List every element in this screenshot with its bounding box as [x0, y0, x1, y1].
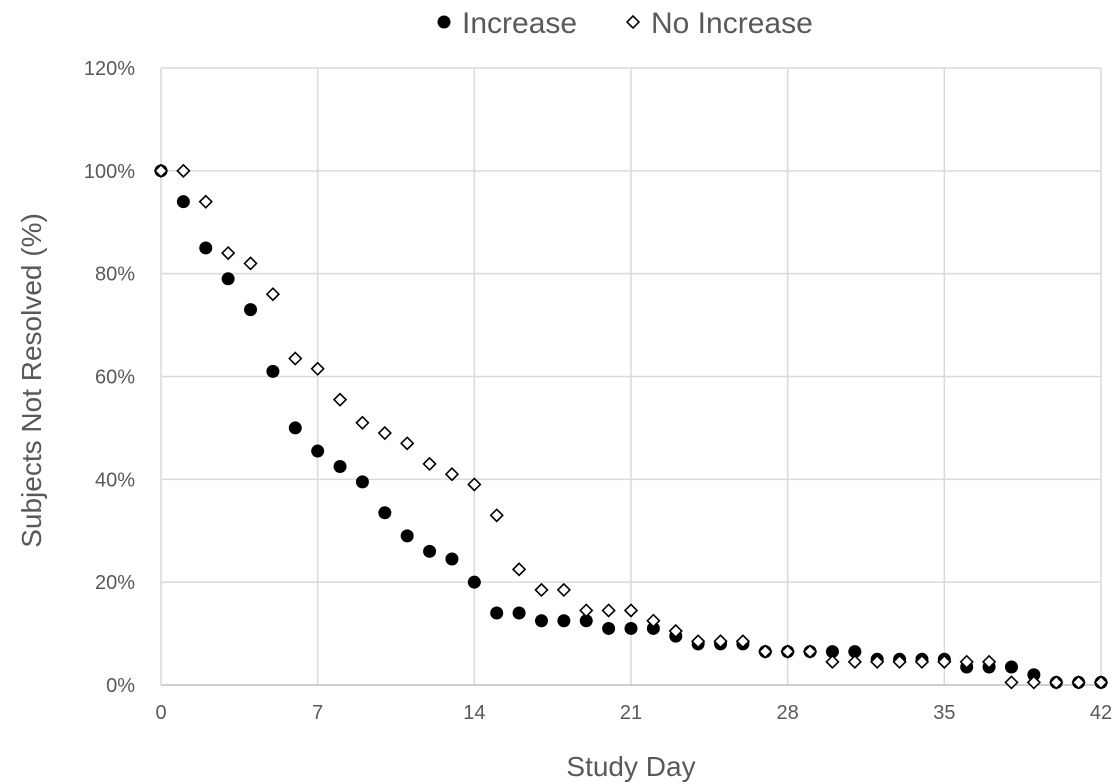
increase-point	[624, 621, 638, 635]
no-increase-point	[1071, 675, 1086, 690]
no-increase-point	[691, 634, 706, 649]
increase-point	[490, 606, 504, 620]
increase-point	[848, 645, 862, 659]
no-increase-point	[1004, 675, 1019, 690]
increase-point	[579, 614, 593, 628]
no-increase-point	[981, 654, 997, 669]
no-increase-point	[534, 582, 549, 598]
increase-point	[266, 364, 280, 378]
no-increase-point	[802, 644, 818, 659]
no-increase-point	[310, 361, 325, 376]
increase-point	[825, 645, 839, 659]
increase-point	[467, 575, 481, 589]
increase-point	[512, 606, 526, 620]
data-series	[153, 163, 1109, 690]
increase-point	[445, 552, 459, 566]
increase-point	[199, 241, 213, 255]
x-tick-label: 35	[933, 702, 955, 724]
no-increase-point	[153, 163, 169, 178]
no-increase-point	[914, 654, 930, 669]
no-increase-point	[668, 623, 683, 639]
no-increase-point	[1093, 675, 1109, 690]
no-increase-point	[780, 644, 795, 659]
no-increase-point	[758, 644, 773, 659]
x-tick-label: 7	[312, 702, 323, 724]
no-increase-point	[489, 508, 504, 523]
increase-point	[333, 459, 347, 473]
no-increase-point	[735, 634, 751, 649]
no-increase-point	[221, 245, 236, 261]
no-increase-point	[937, 654, 952, 669]
y-tick-label: 120%	[84, 58, 135, 80]
y-tick-label: 20%	[95, 572, 135, 594]
increase-point	[602, 621, 616, 635]
no-increase-point	[713, 634, 728, 649]
increase-point	[557, 614, 571, 628]
no-increase-point	[825, 654, 840, 669]
no-increase-point	[198, 194, 213, 209]
no-increase-point	[959, 654, 974, 669]
no-increase-point	[623, 603, 639, 618]
x-tick-label: 21	[620, 702, 642, 724]
x-tick-label: 0	[155, 702, 166, 724]
increase-point	[1004, 660, 1018, 674]
no-increase-point	[444, 467, 460, 482]
no-increase-point	[265, 287, 281, 302]
legend-marker-increase	[437, 15, 451, 29]
increase-point	[646, 621, 660, 635]
increase-point	[1027, 668, 1041, 682]
x-tick-label: 28	[777, 702, 799, 724]
no-increase-point	[400, 436, 415, 451]
increase-point	[400, 529, 414, 543]
no-increase-point	[355, 415, 370, 430]
increase-point	[288, 421, 302, 435]
legend-label-no-increase: No Increase	[651, 7, 813, 40]
no-increase-point	[1049, 675, 1064, 690]
no-increase-point	[847, 654, 862, 669]
no-increase-point	[511, 562, 527, 577]
increase-point	[244, 303, 258, 317]
no-increase-point	[601, 603, 616, 618]
no-increase-point	[556, 582, 571, 598]
no-increase-point	[892, 654, 907, 669]
tick-labels: 0% 20% 40% 60% 80% 100% 120% 0 7 14 21 28 35 42	[84, 58, 1112, 724]
x-axis-title: Study Day	[566, 751, 695, 782]
increase-point	[311, 444, 325, 458]
y-axis-title: Subjects Not Resolved (%)	[16, 213, 47, 548]
y-tick-label: 40%	[95, 469, 135, 491]
x-tick-label: 42	[1090, 702, 1112, 724]
no-increase-point	[377, 425, 392, 441]
increase-point	[534, 614, 548, 628]
no-increase-point	[467, 477, 482, 492]
y-tick-label: 0%	[106, 675, 135, 697]
legend-label-increase: Increase	[462, 7, 577, 40]
legend: Increase No Increase	[437, 7, 813, 40]
no-increase-point	[870, 654, 885, 669]
no-increase-point	[176, 163, 191, 178]
legend-marker-no-increase	[625, 14, 641, 30]
x-tick-label: 14	[463, 702, 485, 724]
increase-point	[221, 272, 235, 286]
increase-point	[176, 195, 190, 209]
no-increase-point	[646, 613, 661, 628]
y-tick-label: 60%	[95, 367, 135, 389]
no-increase-point	[579, 603, 594, 618]
no-increase-point	[1026, 675, 1041, 690]
increase-point	[423, 544, 437, 558]
y-tick-label: 100%	[84, 161, 135, 183]
increase-point	[378, 506, 392, 520]
no-increase-point	[243, 256, 258, 271]
increase-point	[355, 475, 369, 489]
y-tick-label: 80%	[95, 264, 135, 286]
no-increase-point	[332, 392, 348, 407]
no-increase-point	[422, 456, 437, 472]
no-increase-point	[288, 351, 303, 366]
gridlines	[161, 67, 1102, 685]
